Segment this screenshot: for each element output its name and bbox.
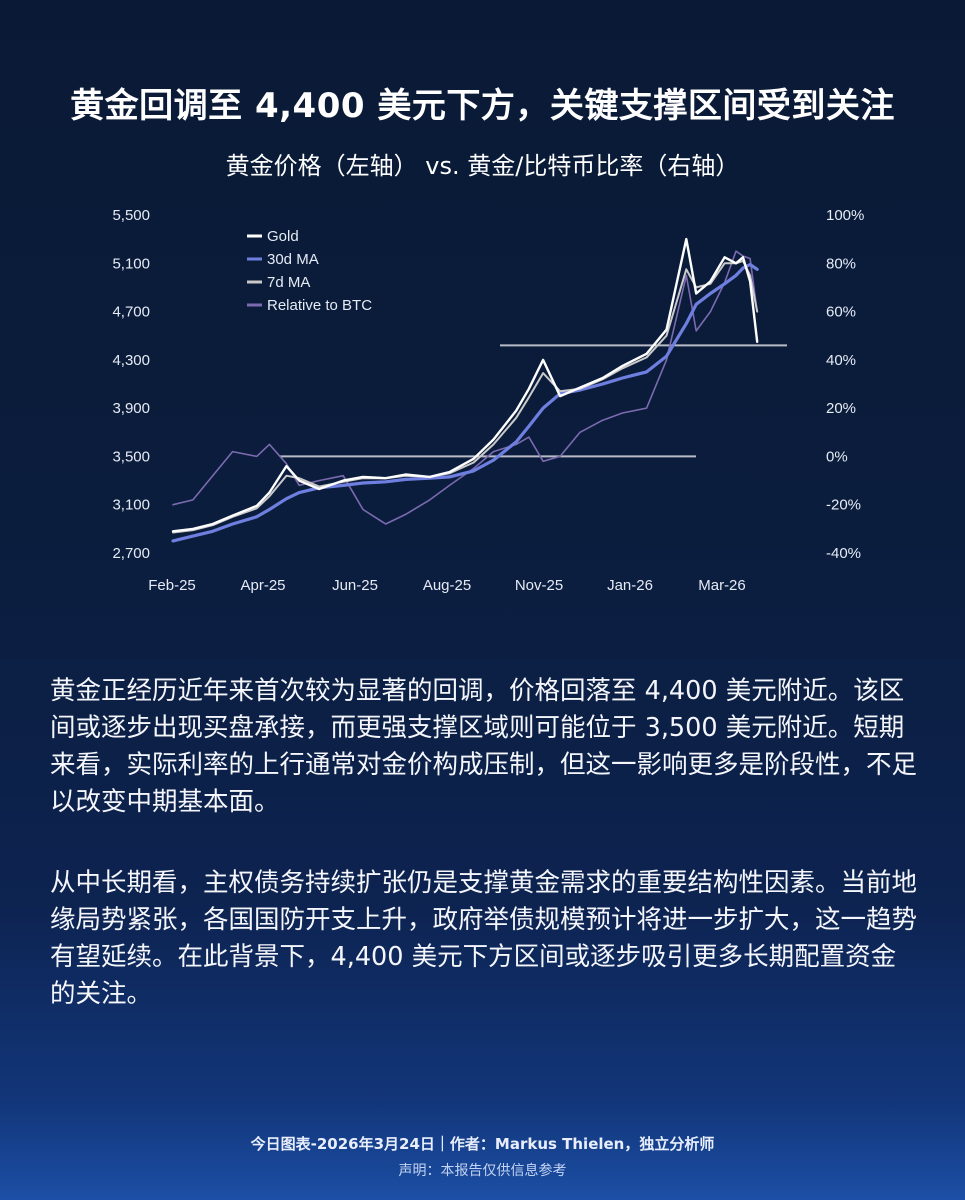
left-tick-label: 2,700 [112,545,150,562]
left-tick-label: 3,900 [112,400,150,417]
right-tick-label: 0% [826,448,848,465]
left-tick-label: 5,500 [112,207,150,224]
paragraph-1: 黄金正经历近年来首次较为显著的回调，价格回落至 4,400 美元附近。该区间或逐… [50,676,918,817]
x-tick-label: Apr-25 [240,577,285,594]
right-axis-ticks: 100% 80% 60% 40% 20% 0% -20% -40% [826,207,864,562]
support-lines [280,344,787,458]
left-tick-label: 3,100 [112,497,150,514]
legend-label: Gold [267,228,299,245]
page-title: 黄金回调至 4,400 美元下方，关键支撑区间受到关注 [70,86,895,126]
right-tick-label: -40% [826,545,861,562]
footer-disclaimer: 声明：本报告仅供信息参考 [398,1163,567,1179]
right-tick-label: 40% [826,352,856,369]
legend-label: 30d MA [267,251,319,268]
legend-label: 7d MA [267,274,310,291]
right-tick-label: 60% [826,304,856,321]
x-tick-label: Nov-25 [515,577,563,594]
x-tick-label: Aug-25 [423,577,471,594]
x-tick-label: Jan-26 [607,577,653,594]
chart-subtitle: 黄金价格（左轴） vs. 黄金/比特币比率（右轴） [225,152,740,180]
series-lines [171,237,759,543]
gold-vs-btc-chart: 5,500 5,100 4,700 4,300 3,900 3,500 3,100 2,700… [112,207,864,594]
right-tick-label: 80% [826,255,856,272]
x-tick-label: Mar-26 [698,577,746,594]
x-tick-label: Jun-25 [332,577,378,594]
x-tick-label: Feb-25 [148,577,196,594]
legend-label: Relative to BTC [267,297,372,314]
btc-ratio-line [172,250,759,525]
chart-legend: Gold 30d MA 7d MA Relative to BTC [247,228,372,314]
right-tick-label: 100% [826,207,864,224]
footer-byline: 今日图表-2026年3月24日｜作者：Markus Thielen，独立分析师 [250,1135,715,1153]
left-axis-ticks: 5,500 5,100 4,700 4,300 3,900 3,500 3,100 2,700 [112,207,150,562]
left-tick-label: 3,500 [112,448,150,465]
right-tick-label: -20% [826,497,861,514]
ma7-line [172,259,759,534]
ma30-line [171,262,759,543]
left-tick-label: 4,700 [112,304,150,321]
left-tick-label: 4,300 [112,352,150,369]
gold-line [171,237,759,533]
x-axis-ticks: Feb-25 Apr-25 Jun-25 Aug-25 Nov-25 Jan-26 Mar-… [148,577,746,594]
right-tick-label: 20% [826,400,856,417]
paragraph-2: 从中长期看，主权债务持续扩张仍是支撑黄金需求的重要结构性因素。当前地缘局势紧张，… [50,868,918,1009]
left-tick-label: 5,100 [112,255,150,272]
